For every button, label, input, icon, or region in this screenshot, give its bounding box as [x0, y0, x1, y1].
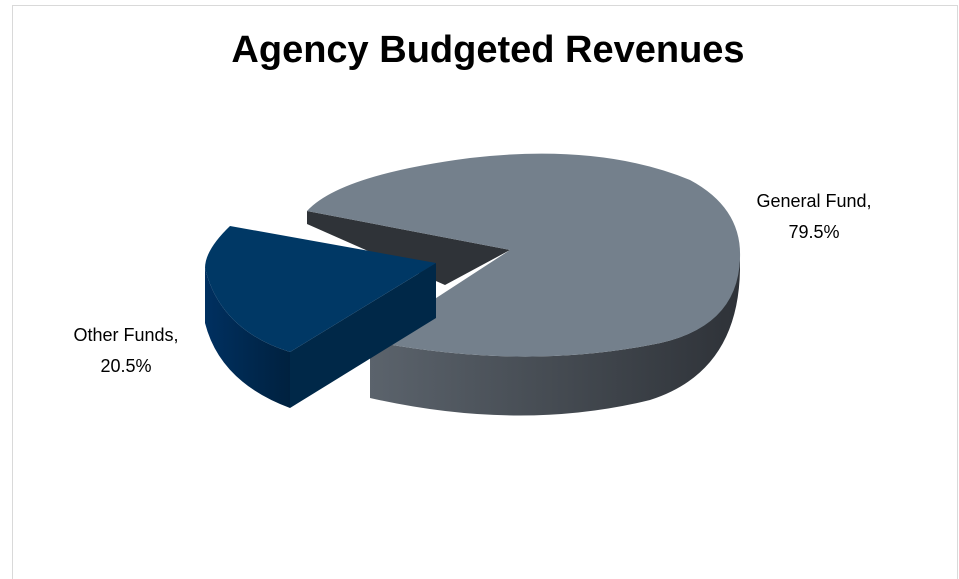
label-other-funds-value: 20.5% [100, 356, 151, 376]
slice-other-funds-cut-wall [290, 263, 436, 408]
slice-general-fund-side [370, 255, 740, 416]
slice-general-fund-top [307, 153, 741, 357]
slice-general-fund [307, 153, 741, 416]
slice-other-funds-top [205, 226, 436, 352]
slice-other-funds [205, 226, 436, 408]
label-other-funds-name: Other Funds, [73, 325, 178, 345]
label-general-fund-name: General Fund, [756, 191, 871, 211]
label-general-fund-value: 79.5% [788, 222, 839, 242]
slice-other-funds-side [205, 268, 290, 408]
chart-title: Agency Budgeted Revenues [231, 29, 745, 71]
slice-general-fund-inner-wall [307, 211, 510, 285]
